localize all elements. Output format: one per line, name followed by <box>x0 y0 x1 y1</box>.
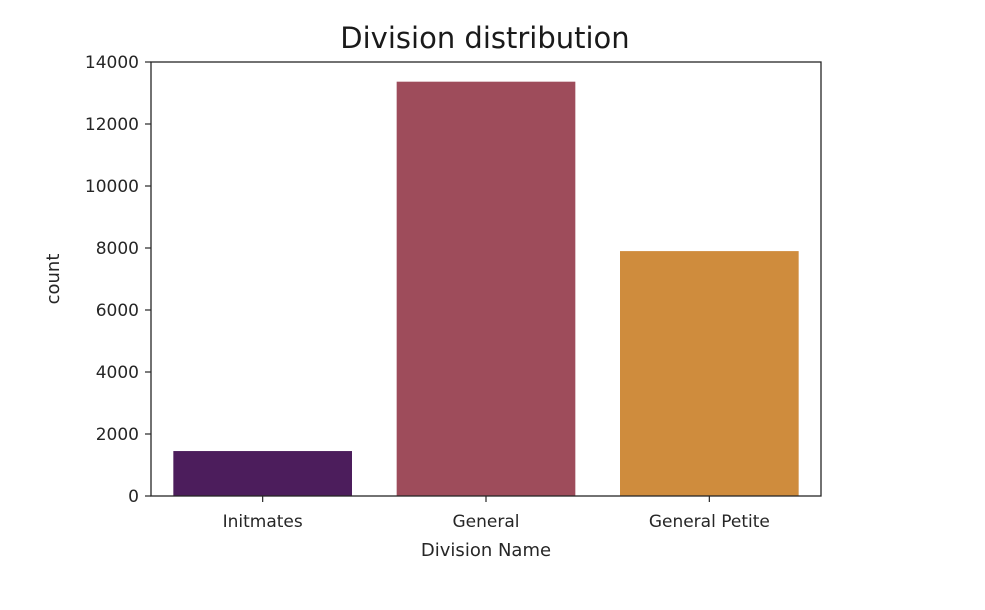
y-tick-label: 14000 <box>85 53 139 73</box>
bar-general-petite <box>620 251 799 496</box>
y-axis-label: count <box>43 254 64 305</box>
plot-frame <box>150 61 822 497</box>
y-tick-label: 12000 <box>85 115 139 135</box>
chart-title: Division distribution <box>340 21 629 55</box>
x-tick-label: General Petite <box>649 512 770 532</box>
bars-group <box>173 81 799 496</box>
x-axis-label: Division Name <box>421 540 551 561</box>
x-tick-label: General <box>453 512 520 532</box>
y-tick-label: 2000 <box>96 425 139 445</box>
y-tick-label: 8000 <box>96 239 139 259</box>
bar-initmates <box>173 451 352 496</box>
y-tick-label: 0 <box>128 487 139 507</box>
y-tick-label: 4000 <box>96 363 139 383</box>
x-tick-label: Initmates <box>223 512 303 532</box>
y-tick-label: 6000 <box>96 301 139 321</box>
y-tick-label: 10000 <box>85 177 139 197</box>
x-axis-ticks: Initmates General General Petite <box>223 496 770 532</box>
bar-general <box>396 81 576 496</box>
y-axis-ticks: 0 2000 4000 6000 8000 10000 12000 14000 <box>85 53 151 507</box>
